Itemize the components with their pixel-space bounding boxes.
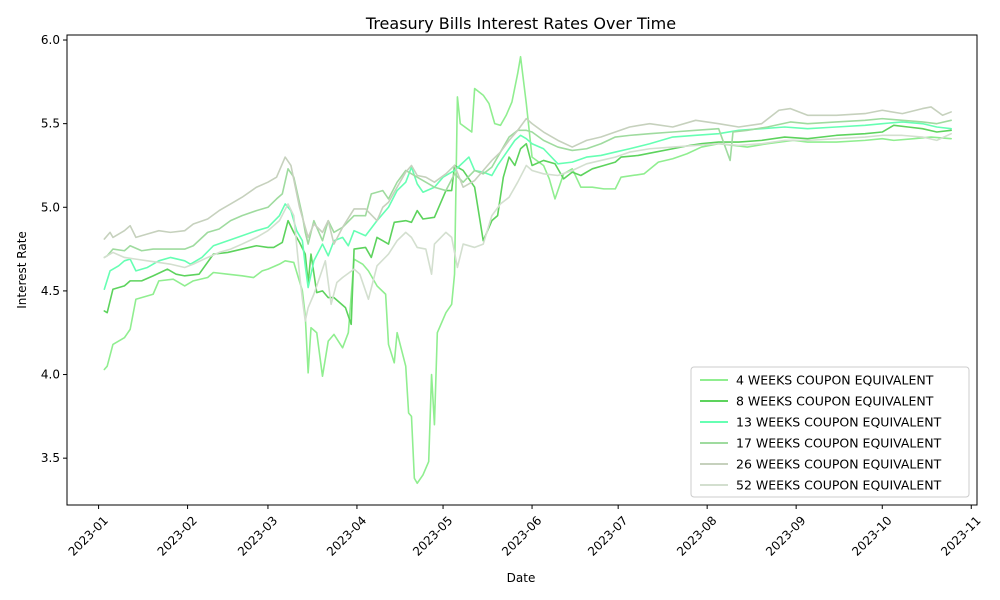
plot-frame [66,34,978,506]
legend-label-2: 8 WEEKS COUPON EQUIVALENT [736,394,934,409]
series-line-4 [103,117,952,259]
series-line-6 [103,132,952,322]
y-tick-label: 5.0 [41,200,60,214]
series-line-5 [103,106,952,245]
y-tick-label: 4.0 [41,368,60,382]
y-tick-label: 4.5 [41,284,60,298]
legend-box [690,366,970,498]
legend-label-4: 17 WEEKS COUPON EQUIVALENT [736,436,942,451]
series-line-2 [103,124,952,326]
legend-label-5: 26 WEEKS COUPON EQUIVALENT [736,457,942,472]
chart-title: Treasury Bills Interest Rates Over Time [365,14,676,33]
series-layer [103,55,952,485]
y-tick-label: 6.0 [41,33,60,47]
y-axis-label: Interest Rate [15,231,29,309]
series-line-1 [103,55,952,485]
y-tick-label: 5.5 [41,117,60,131]
legend-label-6: 52 WEEKS COUPON EQUIVALENT [736,478,942,493]
y-axis: 3.5 4.0 4.5 5.0 5.5 6.0 [41,33,67,465]
legend-label-1: 4 WEEKS COUPON EQUIVALENT [736,373,934,388]
x-axis-label: Date [507,571,536,585]
legend: 4 WEEKS COUPON EQUIVALENT 8 WEEKS COUPON … [690,366,970,498]
y-tick-label: 3.5 [41,451,60,465]
legend-label-3: 13 WEEKS COUPON EQUIVALENT [736,415,942,430]
